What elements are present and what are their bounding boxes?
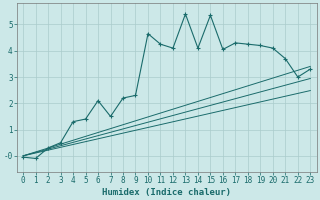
X-axis label: Humidex (Indice chaleur): Humidex (Indice chaleur) bbox=[102, 188, 231, 197]
